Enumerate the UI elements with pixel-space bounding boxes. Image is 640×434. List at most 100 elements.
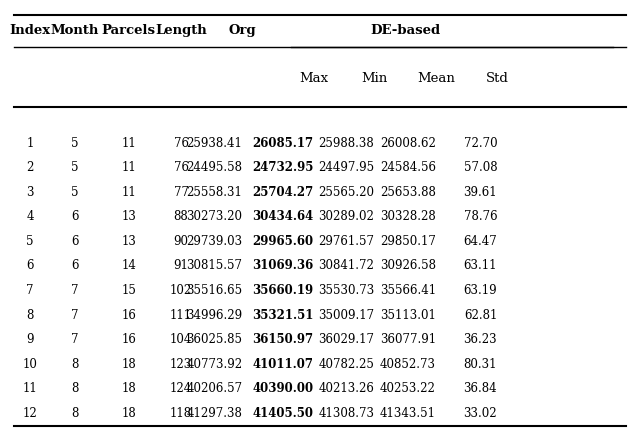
Text: 8: 8 xyxy=(71,358,78,371)
Text: 11: 11 xyxy=(122,186,136,199)
Text: 9: 9 xyxy=(26,333,34,346)
Text: 40213.26: 40213.26 xyxy=(318,382,374,395)
Text: 5: 5 xyxy=(71,186,79,199)
Text: 30841.72: 30841.72 xyxy=(318,260,374,273)
Text: 123: 123 xyxy=(170,358,192,371)
Text: 40206.57: 40206.57 xyxy=(186,382,243,395)
Text: 7: 7 xyxy=(71,309,79,322)
Text: 34996.29: 34996.29 xyxy=(186,309,243,322)
Text: 63.11: 63.11 xyxy=(463,260,497,273)
Text: 29739.03: 29739.03 xyxy=(186,235,243,248)
Text: 36150.97: 36150.97 xyxy=(253,333,314,346)
Text: 41297.38: 41297.38 xyxy=(186,407,243,420)
Text: 35321.51: 35321.51 xyxy=(252,309,314,322)
Text: 29965.60: 29965.60 xyxy=(253,235,314,248)
Text: Std: Std xyxy=(486,72,509,85)
Text: 40782.25: 40782.25 xyxy=(318,358,374,371)
Text: 24495.58: 24495.58 xyxy=(186,161,243,174)
Text: Max: Max xyxy=(299,72,328,85)
Text: 77: 77 xyxy=(173,186,189,199)
Text: 7: 7 xyxy=(71,284,79,297)
Text: 104: 104 xyxy=(170,333,192,346)
Text: 11: 11 xyxy=(22,382,37,395)
Text: Min: Min xyxy=(361,72,387,85)
Text: 41405.50: 41405.50 xyxy=(253,407,314,420)
Text: 76: 76 xyxy=(173,161,189,174)
Text: Mean: Mean xyxy=(417,72,455,85)
Text: 16: 16 xyxy=(122,309,136,322)
Text: 30328.28: 30328.28 xyxy=(380,210,436,223)
Text: 30926.58: 30926.58 xyxy=(380,260,436,273)
Text: 118: 118 xyxy=(170,407,192,420)
Text: 72.70: 72.70 xyxy=(463,137,497,150)
Text: 7: 7 xyxy=(71,333,79,346)
Text: 11: 11 xyxy=(122,161,136,174)
Text: 30289.02: 30289.02 xyxy=(318,210,374,223)
Text: 2: 2 xyxy=(26,161,34,174)
Text: 13: 13 xyxy=(122,210,136,223)
Text: 41308.73: 41308.73 xyxy=(318,407,374,420)
Text: 18: 18 xyxy=(122,382,136,395)
Text: 40773.92: 40773.92 xyxy=(186,358,243,371)
Text: 90: 90 xyxy=(173,235,189,248)
Text: 25988.38: 25988.38 xyxy=(319,137,374,150)
Text: 35566.41: 35566.41 xyxy=(380,284,436,297)
Text: 15: 15 xyxy=(122,284,136,297)
Text: 36029.17: 36029.17 xyxy=(318,333,374,346)
Text: 13: 13 xyxy=(122,235,136,248)
Text: 12: 12 xyxy=(22,407,37,420)
Text: 40253.22: 40253.22 xyxy=(380,382,436,395)
Text: 5: 5 xyxy=(71,161,79,174)
Text: 111: 111 xyxy=(170,309,192,322)
Text: 62.81: 62.81 xyxy=(464,309,497,322)
Text: 31069.36: 31069.36 xyxy=(252,260,314,273)
Text: 35660.19: 35660.19 xyxy=(253,284,314,297)
Text: 25938.41: 25938.41 xyxy=(186,137,243,150)
Text: 80.31: 80.31 xyxy=(463,358,497,371)
Text: 35009.17: 35009.17 xyxy=(318,309,374,322)
Text: 39.61: 39.61 xyxy=(463,186,497,199)
Text: 63.19: 63.19 xyxy=(463,284,497,297)
Text: 1: 1 xyxy=(26,137,34,150)
Text: 6: 6 xyxy=(26,260,34,273)
Text: 24732.95: 24732.95 xyxy=(252,161,314,174)
Text: 35530.73: 35530.73 xyxy=(318,284,374,297)
Text: 76: 76 xyxy=(173,137,189,150)
Text: 78.76: 78.76 xyxy=(463,210,497,223)
Text: 35113.01: 35113.01 xyxy=(380,309,436,322)
Text: 36077.91: 36077.91 xyxy=(380,333,436,346)
Text: 6: 6 xyxy=(71,210,79,223)
Text: 25558.31: 25558.31 xyxy=(186,186,243,199)
Text: 26008.62: 26008.62 xyxy=(380,137,436,150)
Text: 91: 91 xyxy=(173,260,189,273)
Text: 3: 3 xyxy=(26,186,34,199)
Text: Org: Org xyxy=(228,24,256,37)
Text: 102: 102 xyxy=(170,284,192,297)
Text: 30273.20: 30273.20 xyxy=(186,210,243,223)
Text: 124: 124 xyxy=(170,382,192,395)
Text: 41011.07: 41011.07 xyxy=(253,358,314,371)
Text: 88: 88 xyxy=(173,210,188,223)
Text: 10: 10 xyxy=(22,358,38,371)
Text: 36.23: 36.23 xyxy=(463,333,497,346)
Text: 25653.88: 25653.88 xyxy=(380,186,436,199)
Text: Month: Month xyxy=(51,24,99,37)
Text: 8: 8 xyxy=(71,382,78,395)
Text: 41343.51: 41343.51 xyxy=(380,407,436,420)
Text: 6: 6 xyxy=(71,235,79,248)
Text: 4: 4 xyxy=(26,210,34,223)
Text: 18: 18 xyxy=(122,407,136,420)
Text: 29761.57: 29761.57 xyxy=(318,235,374,248)
Text: 40390.00: 40390.00 xyxy=(253,382,314,395)
Text: 40852.73: 40852.73 xyxy=(380,358,436,371)
Text: 64.47: 64.47 xyxy=(463,235,497,248)
Text: 30815.57: 30815.57 xyxy=(186,260,243,273)
Text: 57.08: 57.08 xyxy=(463,161,497,174)
Text: 24584.56: 24584.56 xyxy=(380,161,436,174)
Text: Length: Length xyxy=(156,24,207,37)
Text: 14: 14 xyxy=(122,260,136,273)
Text: Parcels: Parcels xyxy=(102,24,156,37)
Text: 36025.85: 36025.85 xyxy=(186,333,243,346)
Text: DE-based: DE-based xyxy=(371,24,440,37)
Text: 5: 5 xyxy=(71,137,79,150)
